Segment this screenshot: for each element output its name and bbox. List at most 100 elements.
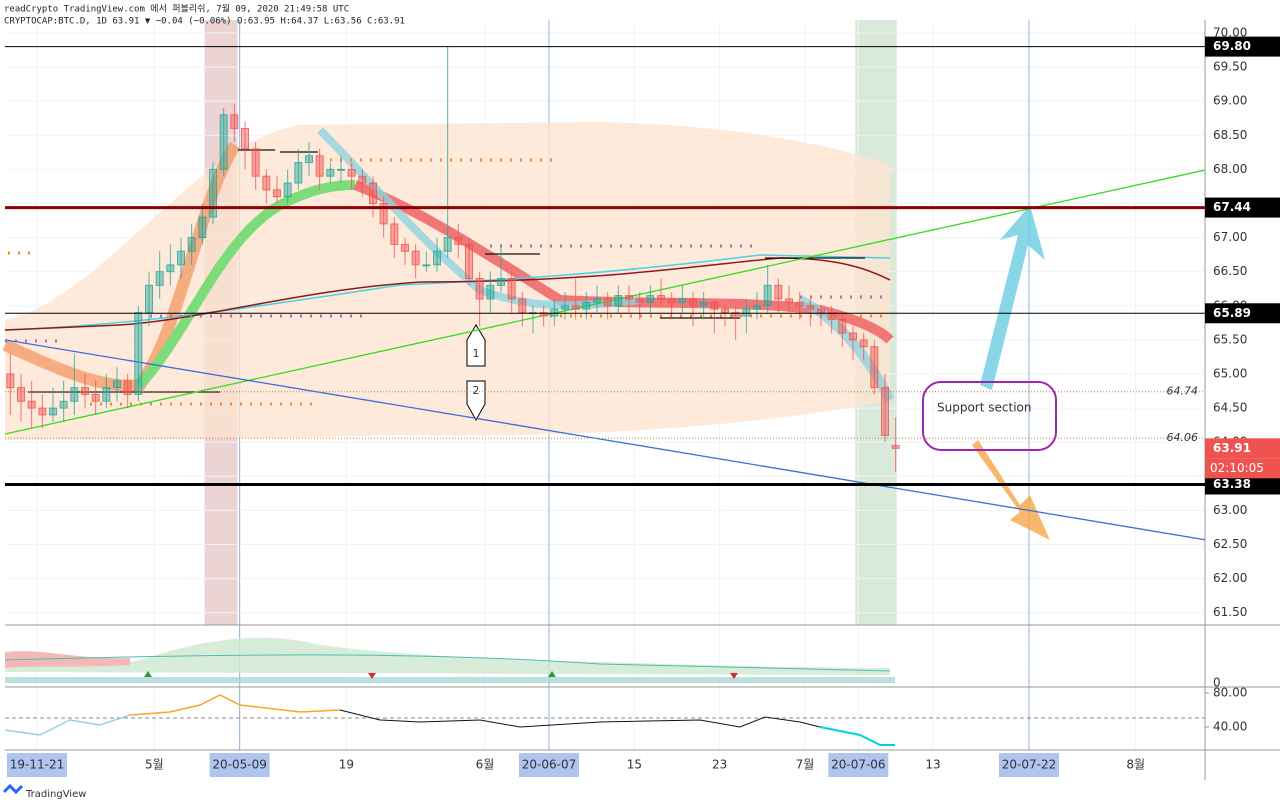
- candle-body: [315, 155, 324, 177]
- candle-body: [539, 312, 548, 317]
- candle-body: [134, 312, 143, 395]
- candle-body: [486, 284, 495, 300]
- candle-body: [614, 295, 623, 307]
- candle-body: [209, 168, 217, 218]
- candle-body: [70, 387, 79, 402]
- candle-body: [145, 284, 153, 314]
- level-label: 64.74: [1167, 385, 1199, 398]
- y-tick-label: 65.00: [1213, 366, 1247, 380]
- osc2-tick-label: 40.00: [1213, 719, 1247, 733]
- candle-body: [582, 301, 591, 310]
- x-tick-label: 13: [925, 758, 940, 772]
- candle-body: [603, 298, 612, 307]
- countdown-box: [1205, 458, 1280, 479]
- candle-body: [710, 301, 719, 310]
- oscillator-1: [4, 637, 895, 683]
- y-tick-label: 68.50: [1213, 128, 1247, 142]
- trendline: [4, 339, 1206, 541]
- price-box-label: 69.80: [1213, 39, 1251, 53]
- candle-body: [721, 308, 729, 314]
- candle-body: [49, 407, 57, 416]
- x-tick-label: 19: [339, 758, 354, 772]
- candle-body: [689, 298, 697, 307]
- candle-body: [678, 298, 687, 303]
- candle-body: [838, 318, 847, 334]
- candle-body: [326, 168, 335, 177]
- price-box: [1205, 303, 1280, 324]
- price-box: [1205, 197, 1280, 218]
- candle-body: [347, 168, 356, 177]
- candle-body: [443, 237, 452, 252]
- candle-body: [806, 305, 815, 310]
- candle-body: [593, 298, 601, 303]
- header-line: readCrypto TradingView.com 에서 퍼블리쉬, 7월 0…: [4, 3, 349, 15]
- x-tick-label: 7월: [796, 758, 815, 772]
- x-tick-label: 23: [712, 758, 727, 772]
- x-tick-label: 19-11-21: [10, 758, 64, 772]
- candle-body: [187, 237, 196, 252]
- header-line: CRYPTOCAP:BTC.D, 1D 63.91 ▼ −0.04 (−0.06…: [4, 17, 405, 27]
- candle-body: [699, 301, 708, 307]
- x-tick-box: [999, 753, 1059, 777]
- candle-body: [59, 400, 68, 409]
- candle-body: [667, 298, 676, 303]
- y-tick-label: 65.50: [1213, 332, 1247, 346]
- candle-body: [337, 168, 345, 171]
- note: Support section: [937, 401, 1031, 415]
- x-tick-label: 20-05-09: [212, 758, 266, 772]
- candle-body: [454, 237, 463, 245]
- callout: 2: [473, 384, 480, 397]
- candle-body: [230, 114, 239, 129]
- candle-body: [635, 298, 644, 303]
- candle-body: [550, 308, 559, 317]
- oscillator-2: [4, 694, 1205, 746]
- candle-body: [369, 182, 377, 204]
- price-box-label: 65.89: [1213, 306, 1251, 320]
- candle-body: [91, 393, 100, 402]
- indicator-overlay: [2, 122, 895, 440]
- price-box: [1205, 438, 1280, 459]
- panel-frame: [5, 20, 1280, 780]
- candle-body: [859, 339, 868, 348]
- footer: TradingView: [25, 789, 86, 800]
- price-box-label: 63.91: [1213, 441, 1251, 455]
- candle-body: [753, 305, 761, 310]
- candle-body: [102, 387, 111, 402]
- candle-body: [497, 278, 505, 286]
- y-tick-label: 62.50: [1213, 537, 1247, 551]
- trendline: [4, 169, 1206, 435]
- candle-body: [475, 278, 484, 300]
- candle-body: [305, 155, 313, 164]
- candle-body: [198, 216, 207, 239]
- y-tick-label: 69.00: [1213, 94, 1247, 108]
- candle-body: [657, 295, 665, 300]
- candle-body: [219, 114, 228, 170]
- candle-body: [27, 400, 36, 409]
- candle-body: [411, 250, 420, 266]
- candle-body: [294, 162, 303, 184]
- candle-body: [379, 202, 388, 225]
- price-box-label: 63.38: [1213, 477, 1251, 491]
- osc2-tick-label: 80.00: [1213, 686, 1247, 700]
- candle-body: [177, 250, 185, 266]
- candle-body: [422, 264, 431, 267]
- candle-body: [155, 271, 164, 286]
- candle-body: [390, 223, 399, 245]
- x-tick-box: [7, 753, 67, 777]
- candle-body: [123, 380, 132, 395]
- x-tick-label: 20-07-22: [1002, 758, 1056, 772]
- x-tick-label: 20-07-06: [831, 758, 885, 772]
- candle-body: [507, 278, 516, 300]
- y-tick-label: 62.00: [1213, 571, 1247, 585]
- candle-body: [795, 301, 804, 307]
- candle-body: [870, 346, 879, 389]
- candle-body: [17, 387, 25, 402]
- candle-body: [731, 312, 740, 317]
- candle-body: [571, 305, 580, 310]
- y-tick-label: 66.50: [1213, 264, 1247, 278]
- candle-body: [6, 373, 15, 389]
- x-tick-label: 6월: [476, 758, 495, 772]
- x-tick-box: [519, 753, 579, 777]
- level-label: 64.06: [1167, 431, 1199, 444]
- candle-body: [774, 284, 783, 300]
